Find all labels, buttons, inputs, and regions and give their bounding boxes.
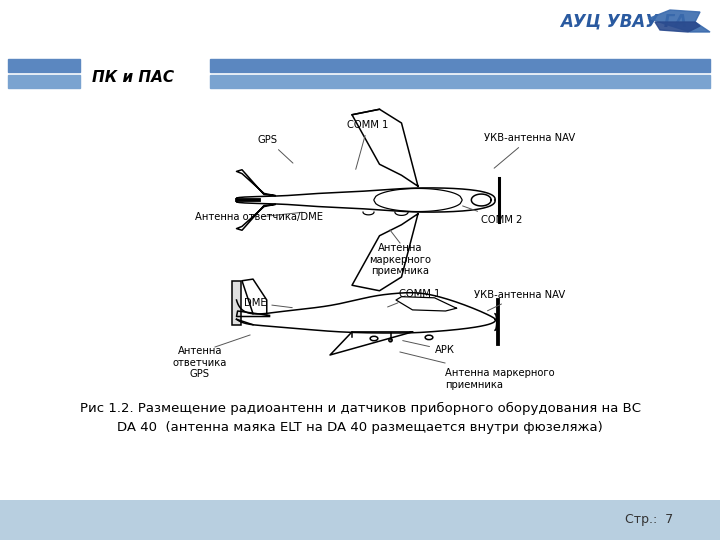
Text: ПК и ПАС: ПК и ПАС [92,71,174,85]
Text: DME: DME [243,298,292,308]
Text: COMM 2: COMM 2 [463,206,523,225]
Bar [210,75,710,88]
Text: УКВ-антенна NAV: УКВ-антенна NAV [485,133,575,168]
Text: АРК: АРК [402,341,455,355]
Text: GPS: GPS [258,135,293,163]
Text: Рис 1.2. Размещение радиоантенн и датчиков приборного оборудования на ВС: Рис 1.2. Размещение радиоантенн и датчик… [79,401,641,415]
Polygon shape [655,22,700,32]
Text: DA 40  (антенна маяка ELT на DA 40 размещается внутри фюзеляжа): DA 40 (антенна маяка ELT на DA 40 размещ… [117,421,603,434]
Text: Антенна
маркерного
приемника: Антенна маркерного приемника [369,243,431,276]
Bar [8,75,80,88]
Text: COMM 1: COMM 1 [387,289,441,307]
Text: УКВ-антенна NAV: УКВ-антенна NAV [474,290,566,311]
Text: АУЦ УВАУ ГА: АУЦ УВАУ ГА [560,13,688,31]
Text: Антенна
ответчика
GPS: Антенна ответчика GPS [173,346,228,379]
Text: COMM 1: COMM 1 [347,120,389,170]
Polygon shape [648,10,710,32]
Text: Антенна маркерного
приемника: Антенна маркерного приемника [445,368,554,389]
Text: Антенна ответчика/DME: Антенна ответчика/DME [195,212,323,222]
Text: Стр.:  7: Стр.: 7 [625,514,673,526]
Bar [8,59,80,72]
Bar [0,500,720,540]
Bar [210,59,710,72]
Bar [232,281,241,325]
